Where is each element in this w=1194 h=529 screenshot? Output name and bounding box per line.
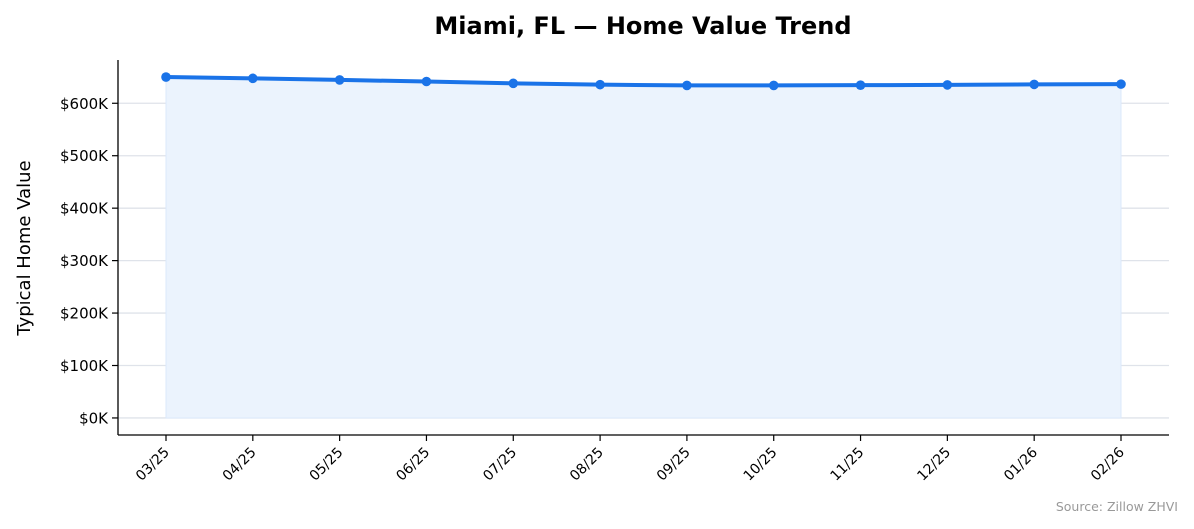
source-note: Source: Zillow ZHVI xyxy=(1056,499,1178,514)
x-tick-labels: 03/25 04/25 05/25 06/25 07/25 08/25 09/25 10/25… xyxy=(133,444,1128,484)
data-point xyxy=(1116,79,1126,89)
x-tick-label: 10/25 xyxy=(741,445,781,485)
y-tick-label: $100K xyxy=(60,357,109,375)
data-point xyxy=(161,72,171,82)
x-tick-label: 05/25 xyxy=(307,445,347,485)
y-tick-label: $400K xyxy=(60,200,109,218)
x-tick-label: 07/25 xyxy=(480,445,520,485)
x-tick-label: 03/25 xyxy=(133,445,173,485)
data-point xyxy=(855,80,866,90)
x-tick-label: 04/25 xyxy=(220,445,260,485)
x-tick-label: 06/25 xyxy=(393,445,433,485)
chart-title: Miami, FL — Home Value Trend xyxy=(434,12,851,40)
data-point xyxy=(1029,79,1039,90)
y-tick-label: $500K xyxy=(60,147,109,165)
x-tick-label: 09/25 xyxy=(654,445,694,485)
y-tick-label: $600K xyxy=(60,95,109,113)
data-point xyxy=(248,73,258,84)
x-tick-label: 01/26 xyxy=(1001,444,1041,484)
data-point xyxy=(421,76,432,87)
x-tick-label: 11/25 xyxy=(828,445,868,485)
area-fill xyxy=(165,76,1122,419)
data-points xyxy=(161,72,1126,91)
series-line-layer xyxy=(164,75,1123,88)
data-point xyxy=(942,80,953,90)
y-tick-label: $0K xyxy=(79,409,109,427)
data-point xyxy=(768,80,779,91)
data-point xyxy=(682,80,692,91)
data-point xyxy=(334,75,345,85)
area-fill-layer xyxy=(165,76,1122,419)
axes xyxy=(112,60,1169,441)
y-tick-label: $300K xyxy=(60,252,109,270)
x-tick-label: 08/25 xyxy=(567,445,607,485)
y-tick-labels: $0K $100K $200K $300K $400K $500K $600K xyxy=(60,95,109,428)
y-tick-label: $200K xyxy=(60,305,109,323)
x-tick-label: 12/25 xyxy=(914,445,954,485)
y-axis-label: Typical Home Value xyxy=(14,160,35,336)
series-line xyxy=(164,75,1123,88)
data-point xyxy=(595,79,605,90)
data-point xyxy=(508,78,519,89)
x-tick-label: 02/26 xyxy=(1088,444,1128,484)
